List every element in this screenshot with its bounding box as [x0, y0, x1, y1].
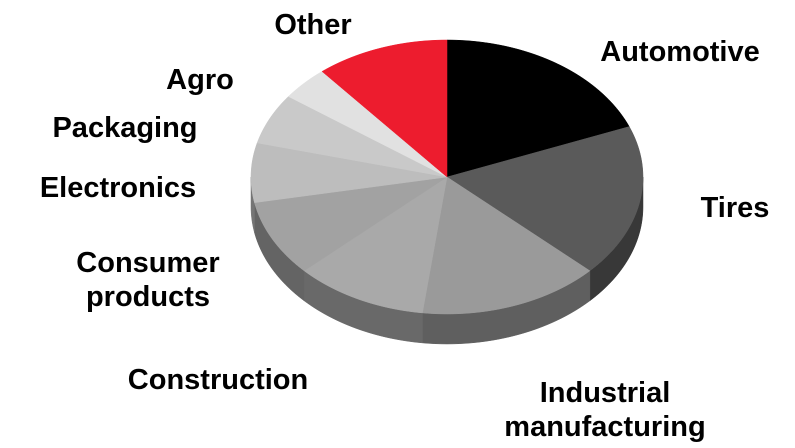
- pie-slice: [254, 176, 448, 272]
- slice-label: Tires: [700, 192, 770, 224]
- slice-label: Packaging: [52, 112, 198, 144]
- slice-label: Electronics: [39, 172, 197, 204]
- slice-label: Construction: [127, 364, 309, 396]
- pie-slice: [303, 176, 448, 314]
- pie-slice: [250, 142, 448, 203]
- slice-label: Agro: [166, 64, 234, 96]
- slice-label: Consumer products: [76, 247, 220, 313]
- slice-label: Other: [274, 9, 352, 41]
- pie-slice: [446, 39, 630, 178]
- pie-slice: [288, 71, 448, 178]
- pie-slice: [321, 39, 448, 178]
- pie-slice: [256, 96, 448, 178]
- pie-slice: [446, 126, 644, 272]
- slice-label: Automotive: [600, 36, 760, 68]
- pie-slice: [422, 176, 591, 315]
- slice-label: Industrial manufacturing: [504, 377, 706, 443]
